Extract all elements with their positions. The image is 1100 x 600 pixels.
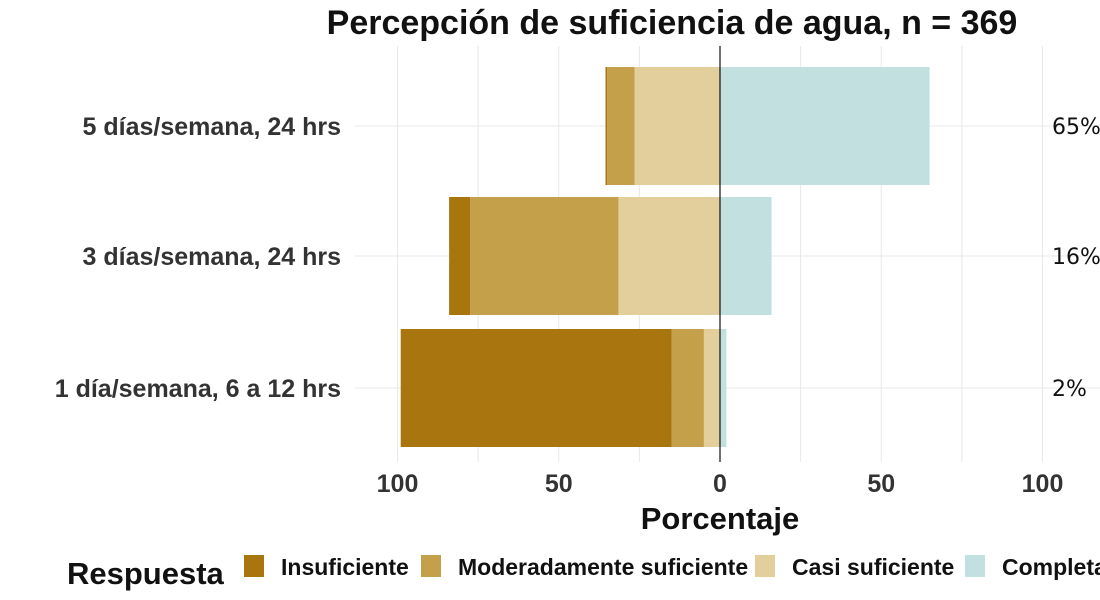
x-tick-label: 0 <box>713 470 727 498</box>
percent-label: 2% <box>1052 377 1087 402</box>
legend-label: Completamente suficiente <box>1002 554 1100 580</box>
legend-title: Respuesta <box>67 556 225 591</box>
percent-label: 65% <box>1052 115 1100 140</box>
x-tick-label: 100 <box>377 470 419 498</box>
bar-segment <box>607 67 635 185</box>
bar-segment <box>671 329 704 447</box>
legend-key <box>965 555 985 577</box>
x-axis-title: Porcentaje <box>641 501 800 536</box>
x-tick-label: 50 <box>867 470 895 498</box>
legend-label: Insuficiente <box>281 554 409 580</box>
percent-labels: 65% 16% 2% <box>1052 115 1100 402</box>
category-label: 5 días/semana, 24 hrs <box>83 113 341 141</box>
bar-segment <box>720 329 727 447</box>
bar-segment <box>618 197 720 315</box>
bar-segment <box>605 67 608 185</box>
bars <box>400 67 930 447</box>
bar-segment <box>720 67 930 185</box>
legend-key <box>755 555 775 577</box>
percent-label: 16% <box>1052 245 1100 270</box>
legend-key <box>421 555 441 577</box>
bar-segment <box>720 197 772 315</box>
bar-segment <box>400 329 672 447</box>
category-label: 1 día/semana, 6 a 12 hrs <box>55 375 341 403</box>
category-label: 3 días/semana, 24 hrs <box>83 243 341 271</box>
x-tick-labels: 100 50 0 50 100 <box>377 470 1064 498</box>
category-labels: 5 días/semana, 24 hrs 3 días/semana, 24 h… <box>55 113 341 403</box>
bar-segment <box>634 67 720 185</box>
bar-segment <box>470 197 619 315</box>
legend: Respuesta Insuficiente Moderadamente sufi… <box>67 554 1100 591</box>
legend-key <box>244 555 264 577</box>
bar-segment <box>703 329 720 447</box>
bar-segment <box>449 197 471 315</box>
x-tick-label: 50 <box>545 470 573 498</box>
x-tick-label: 100 <box>1022 470 1064 498</box>
chart-title: Percepción de suficiencia de agua, n = 3… <box>327 4 1018 42</box>
legend-label: Casi suficiente <box>792 554 954 580</box>
legend-label: Moderadamente suficiente <box>458 554 748 580</box>
